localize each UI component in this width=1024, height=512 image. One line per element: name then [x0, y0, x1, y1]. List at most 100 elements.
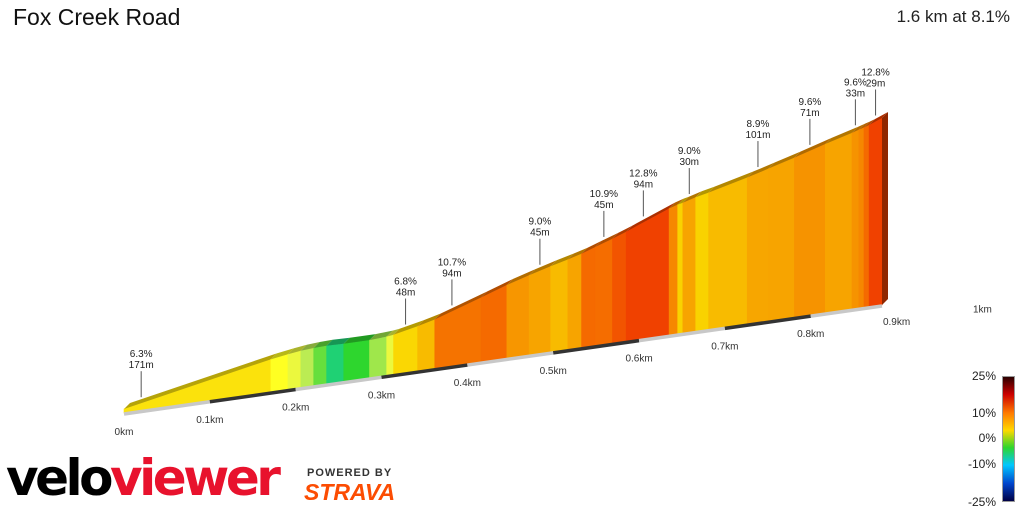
profile-segment-face[interactable] — [851, 129, 860, 310]
profile-segment-ridge — [682, 191, 702, 203]
profile-segment-ridge — [506, 269, 536, 286]
profile-segment-ridge — [747, 162, 775, 178]
profile-segment-face[interactable] — [528, 265, 551, 356]
grade-label-length: 30m — [680, 157, 699, 168]
profile-segment-ridge — [313, 339, 333, 348]
distance-tick-label: 0.9km — [883, 317, 910, 328]
grade-label-percent: 6.8% — [394, 277, 417, 288]
profile-segment-face[interactable] — [794, 143, 826, 318]
scale-label-max: 25% — [971, 369, 996, 383]
profile-segment-face[interactable] — [746, 168, 769, 325]
grade-labels: 6.3%171m6.8%48m10.7%94m9.0%45m10.9%45m12… — [129, 67, 890, 398]
profile-segment-face[interactable] — [313, 345, 327, 387]
profile-segment-ridge — [851, 123, 865, 133]
gradient-color-scale — [1002, 376, 1015, 502]
scale-label-neg10: -10% — [967, 457, 996, 471]
profile-segment-face[interactable] — [677, 202, 684, 335]
distance-tick-label: 0km — [115, 427, 134, 438]
profile-segment-face[interactable] — [682, 196, 697, 334]
logo-part-velo: velo — [6, 449, 114, 507]
profile-segment-face[interactable] — [668, 204, 678, 336]
baseline-stripe — [552, 338, 640, 355]
profile-segment-face[interactable] — [343, 339, 370, 383]
profile-segment-face[interactable] — [417, 319, 436, 372]
grade-label-percent: 9.6% — [844, 77, 867, 88]
profile-segment-ridge — [581, 241, 602, 254]
profile-segment-face[interactable] — [300, 347, 315, 389]
distance-tick-label: 0.3km — [368, 390, 395, 401]
profile-segment-ridge — [270, 348, 294, 360]
veloviewer-logo[interactable]: veloviewer — [6, 448, 281, 508]
distance-tick-label: 0.6km — [625, 354, 652, 365]
profile-segment-ridge — [825, 126, 858, 145]
distance-tick-label: 0.7km — [711, 341, 738, 352]
profile-segment-face[interactable] — [550, 259, 569, 353]
distance-ticks: 0km 0.1km 0.2km 0.3km 0.4km 0.5km 0.6km 0.7km 0.… — [115, 305, 992, 438]
grade-label-length: 94m — [442, 268, 461, 279]
profile-segment-face[interactable] — [581, 246, 596, 349]
profile-segment-face[interactable] — [695, 192, 709, 332]
distance-baseline — [123, 304, 883, 416]
baseline-stripe — [638, 326, 726, 343]
grade-label-length: 45m — [530, 228, 549, 239]
grade-label-percent: 12.8% — [861, 67, 889, 78]
profile-segment-ridge — [708, 171, 754, 193]
profile-segment-face[interactable] — [270, 353, 289, 393]
profile-segment-face[interactable] — [326, 343, 345, 385]
profile-segment-face[interactable] — [863, 124, 870, 308]
profile-segment-ridge — [863, 118, 876, 128]
profile-segment-face[interactable] — [858, 126, 865, 309]
profile-segment-face[interactable] — [567, 253, 582, 351]
grade-label-percent: 8.9% — [747, 119, 770, 130]
grade-label-percent: 6.3% — [130, 349, 153, 360]
distance-tick-label: 0.2km — [282, 403, 309, 414]
profile-segment-ridge — [434, 291, 488, 320]
profile-segment-face[interactable] — [393, 325, 418, 375]
profile-segment-ridge — [417, 313, 441, 327]
baseline-stripe — [467, 351, 554, 367]
baseline-stripe — [295, 375, 382, 392]
baseline-stripe — [724, 314, 811, 331]
profile-segment-face[interactable] — [594, 238, 613, 347]
baseline-stripe — [209, 387, 296, 404]
distance-tick-label: 0.8km — [797, 329, 824, 340]
profile-segment-ridge — [794, 138, 832, 158]
profile-segment-face[interactable] — [768, 157, 795, 322]
grade-label-percent: 9.0% — [678, 146, 701, 157]
profile-segment-ridge — [858, 121, 870, 130]
profile-segment-ridge — [695, 186, 715, 198]
profile-segment-ridge — [124, 353, 277, 409]
baseline-stripe — [810, 304, 883, 318]
strava-logo[interactable]: STRAVA — [304, 479, 396, 505]
profile-segment-ridge — [626, 202, 676, 232]
profile-segment-ridge — [595, 232, 619, 248]
profile-segment-face[interactable] — [612, 231, 627, 344]
scale-label-min: -25% — [967, 495, 996, 509]
profile-segment-ridge — [567, 247, 588, 260]
profile-segment-face[interactable] — [386, 334, 394, 376]
profile-segment-face[interactable] — [287, 350, 302, 390]
profile-segment-ridge — [393, 320, 424, 335]
profile-segment-face[interactable] — [369, 336, 387, 379]
segment-stats: 1.6 km at 8.1% — [896, 7, 1010, 26]
profile-segment-face[interactable] — [480, 284, 508, 363]
grade-label-percent: 9.6% — [798, 97, 821, 108]
profile-segment-face[interactable] — [868, 117, 883, 308]
profile-segment-face[interactable] — [625, 207, 670, 342]
distance-tick-label: 0.5km — [540, 366, 567, 377]
profile-segment-face[interactable] — [708, 177, 748, 331]
grade-label-percent: 9.0% — [529, 217, 552, 228]
profile-segment-face[interactable] — [825, 132, 853, 314]
profile-segment-face[interactable] — [506, 274, 530, 359]
profile-segment-ridge — [869, 112, 888, 125]
grade-label-percent: 12.8% — [629, 168, 657, 179]
profile-segment-ridge — [300, 341, 320, 351]
grade-label-length: 101m — [745, 130, 770, 141]
scale-label-0: 0% — [978, 431, 996, 445]
grade-label-length: 71m — [800, 108, 819, 119]
grade-label-percent: 10.9% — [590, 189, 618, 200]
distance-tick-label: 0.1km — [196, 415, 223, 426]
profile-segment-ridge — [326, 337, 350, 346]
profile-faces — [123, 112, 888, 414]
grade-label-length: 33m — [846, 88, 865, 99]
